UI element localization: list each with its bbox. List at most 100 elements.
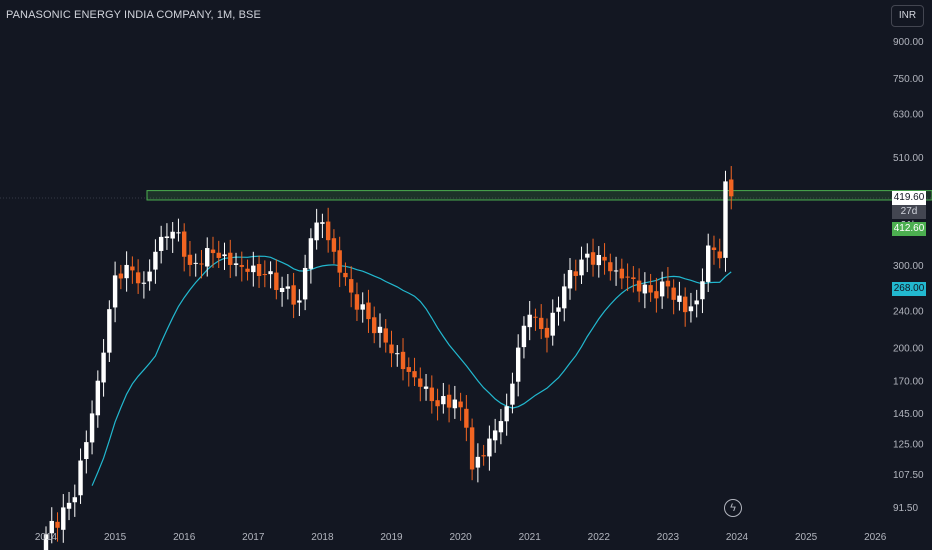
candle-body (366, 302, 371, 320)
candle (343, 262, 348, 286)
candle (124, 251, 129, 292)
candle (706, 233, 711, 292)
candle (61, 494, 66, 543)
candle (314, 208, 319, 250)
candle-body (671, 287, 676, 300)
candle (302, 254, 308, 311)
candle (55, 512, 60, 542)
candle (475, 443, 481, 483)
candle (659, 271, 665, 309)
candle (510, 372, 515, 414)
candle (562, 273, 567, 322)
candle-body (435, 400, 440, 407)
candle (320, 213, 325, 239)
candle-body (585, 253, 590, 258)
candle-body (665, 280, 671, 287)
candle (400, 338, 406, 381)
candle-body (642, 284, 648, 294)
candle (515, 334, 521, 397)
candle (205, 237, 210, 277)
candle (579, 246, 584, 284)
candle-body (527, 314, 532, 328)
candle-body (446, 394, 452, 408)
candle-body (452, 399, 458, 409)
candle (729, 166, 734, 210)
candle (435, 388, 440, 421)
candle-body (245, 268, 250, 272)
candle (665, 267, 671, 299)
candle-body (464, 408, 469, 428)
candle-body (147, 271, 152, 282)
candle (43, 526, 49, 550)
candle (141, 271, 147, 299)
candle (354, 282, 360, 321)
candle-body (343, 272, 348, 278)
candle (383, 319, 388, 353)
candle-body (418, 378, 423, 387)
candle-body (268, 271, 273, 275)
candle (245, 259, 250, 281)
candle (256, 255, 262, 288)
candle-body (539, 317, 544, 330)
candle (89, 400, 95, 455)
candle (101, 339, 106, 397)
moving-average-line (91, 255, 732, 486)
y-tick-label: 91.50 (893, 503, 918, 514)
candle-body (153, 251, 158, 270)
candle (285, 274, 291, 300)
candle-body (395, 353, 400, 355)
candle (170, 222, 175, 253)
currency-button[interactable]: INR (891, 5, 924, 27)
candle (636, 268, 642, 303)
y-tick-label: 240.00 (893, 306, 924, 317)
candle-body (158, 236, 164, 251)
candle-body (222, 254, 227, 257)
candle-body (475, 456, 481, 468)
candle-body (636, 280, 642, 292)
candle-body (729, 179, 734, 197)
candle (297, 289, 302, 317)
x-tick-label: 2022 (588, 532, 611, 543)
candle-body (608, 262, 613, 272)
candle (130, 256, 135, 284)
candle-body (383, 328, 388, 343)
candle (135, 259, 141, 294)
candle-body (659, 281, 665, 297)
candle-body (176, 232, 181, 234)
candle (556, 296, 561, 326)
candle (533, 308, 538, 331)
candle (544, 318, 550, 353)
candle (251, 251, 256, 287)
candle (694, 289, 699, 318)
candle-body (458, 401, 463, 408)
candle-body (55, 521, 60, 528)
candle (723, 170, 728, 272)
candle-body (101, 352, 106, 383)
candle (216, 240, 221, 268)
last-price-tag: 419.60 (892, 191, 926, 205)
y-tick-label: 510.00 (893, 153, 924, 164)
candle (567, 258, 573, 300)
y-tick-label: 200.00 (893, 344, 924, 355)
candle (527, 300, 532, 341)
candle (688, 292, 694, 323)
candle-body (533, 316, 538, 318)
candle-body (372, 317, 377, 334)
candle-body (210, 249, 216, 254)
candle-body (297, 300, 302, 303)
candle-body (141, 282, 147, 284)
candle (700, 268, 705, 314)
candle-body (66, 502, 72, 509)
y-tick-label: 107.50 (893, 470, 924, 481)
candle (585, 243, 590, 273)
candle-body (654, 291, 659, 299)
candle-body (556, 307, 561, 312)
candle (210, 236, 216, 268)
candle (274, 259, 279, 300)
lightning-bolt-icon[interactable]: ϟ (724, 499, 742, 517)
candle-body (331, 238, 337, 252)
candle (446, 384, 452, 423)
candle-body (515, 347, 521, 382)
